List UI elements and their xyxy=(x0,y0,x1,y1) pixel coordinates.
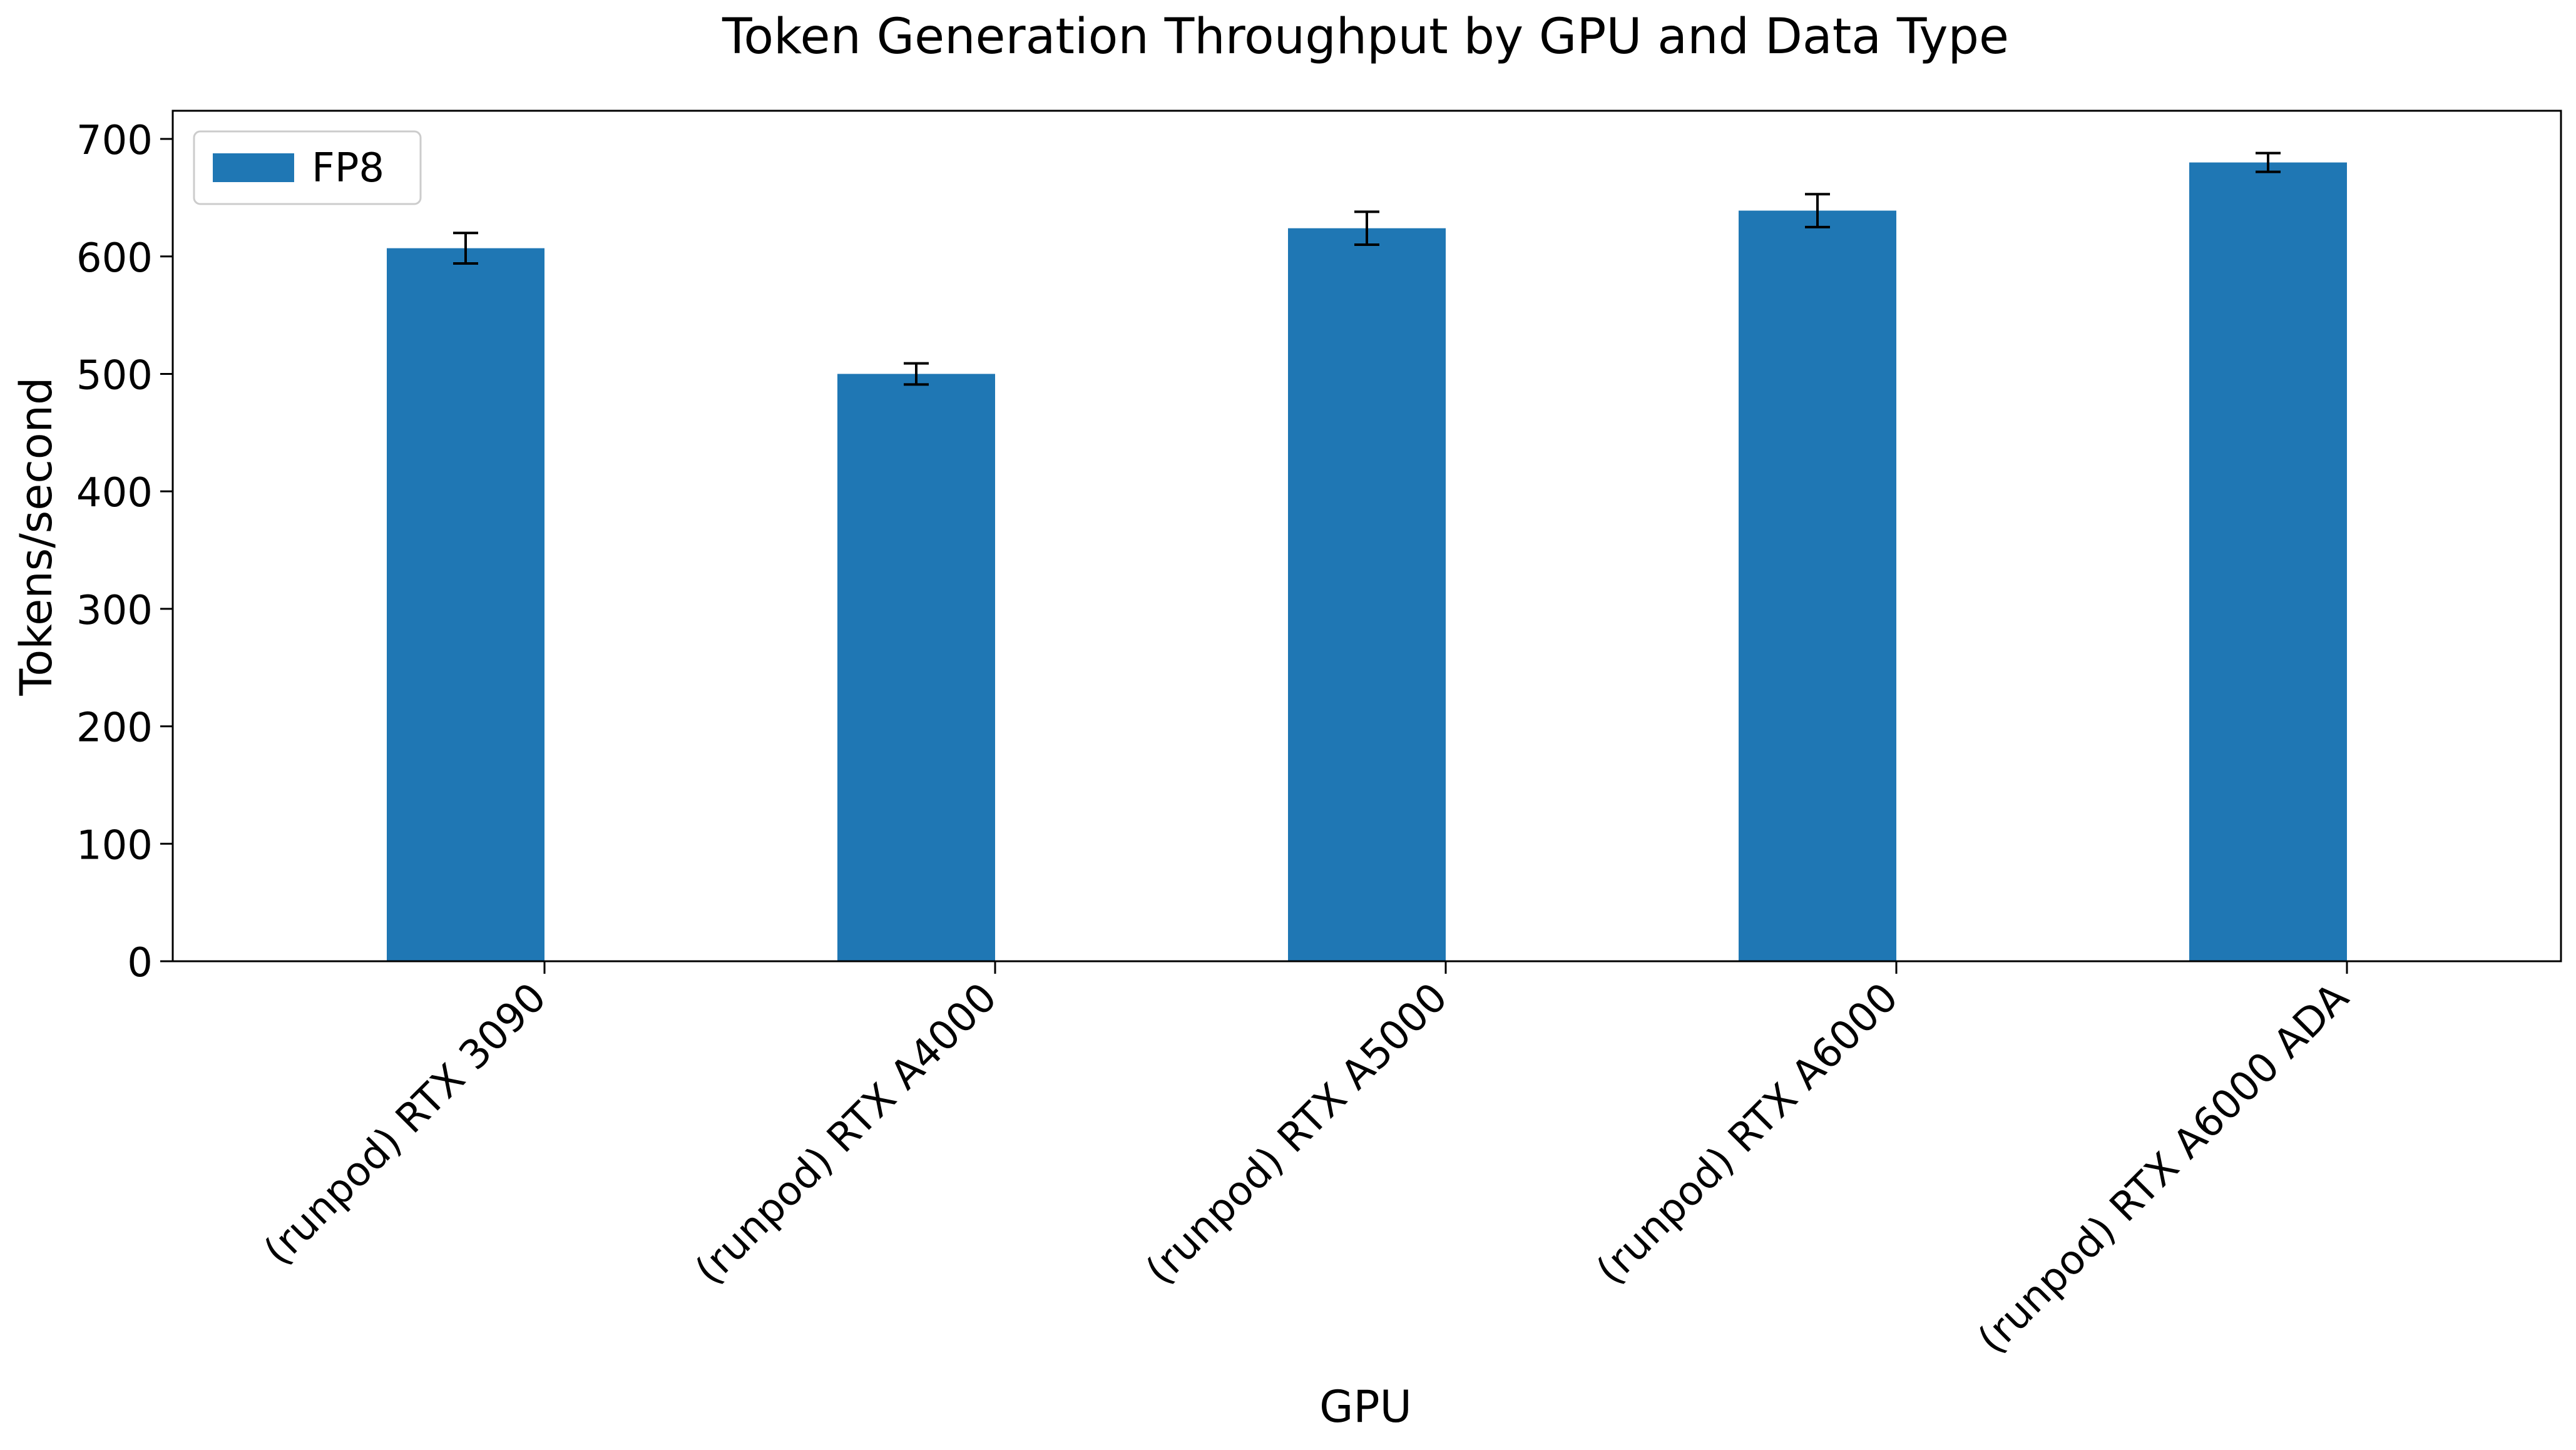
bar xyxy=(1739,210,1896,961)
y-tick-label: 0 xyxy=(127,940,153,986)
x-axis-label: GPU xyxy=(1319,1381,1412,1432)
legend-box xyxy=(193,130,422,205)
legend-label: FP8 xyxy=(312,145,384,191)
y-tick-label: 700 xyxy=(76,118,153,164)
y-tick-label: 300 xyxy=(76,588,153,634)
y-tick-label: 200 xyxy=(76,705,153,752)
y-axis: 0 100 200 300 400 500 600 700 xyxy=(76,118,173,986)
bars xyxy=(387,162,2347,962)
bar xyxy=(837,374,995,961)
chart-title: Token Generation Throughput by GPU and D… xyxy=(722,9,2009,65)
legend-swatch xyxy=(213,153,294,182)
bar xyxy=(1288,228,1446,962)
y-tick-label: 600 xyxy=(76,235,153,282)
y-tick-label: 500 xyxy=(76,352,153,399)
plot-frame xyxy=(171,110,2562,962)
bar xyxy=(2189,162,2347,961)
y-axis-label: Tokens/second xyxy=(11,377,62,697)
y-tick-label: 100 xyxy=(76,822,153,869)
legend: FP8 xyxy=(193,130,422,205)
error-bars xyxy=(453,151,2281,386)
y-tick-label: 400 xyxy=(76,470,153,516)
bar xyxy=(387,248,544,961)
